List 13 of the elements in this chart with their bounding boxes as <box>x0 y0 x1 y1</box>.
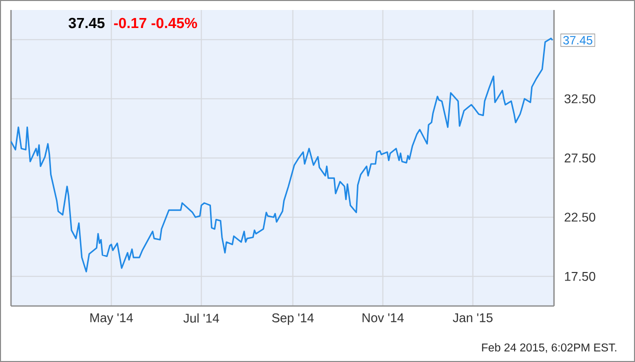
x-tick-label: May '14 <box>90 313 133 325</box>
chart-subtitle: -0.17 -0.45% <box>114 18 198 28</box>
y-tick-label: 32.50 <box>564 94 596 104</box>
annotation: 37.45 <box>563 36 592 44</box>
x-tick-label: Nov '14 <box>362 313 404 322</box>
x-tick-label: Sep '14 <box>272 313 314 325</box>
chart-title: 37.45 <box>68 18 105 28</box>
y-tick-label: 27.50 <box>564 154 596 162</box>
y-tick-label: 22.50 <box>564 212 596 222</box>
text: Feb 24 2015, 6:02PM EST. <box>482 343 616 353</box>
x-tick-label: Jan '15 <box>452 313 493 322</box>
y-tick-label: 17.50 <box>565 272 596 281</box>
x-tick-label: Jul '14 <box>183 313 220 323</box>
